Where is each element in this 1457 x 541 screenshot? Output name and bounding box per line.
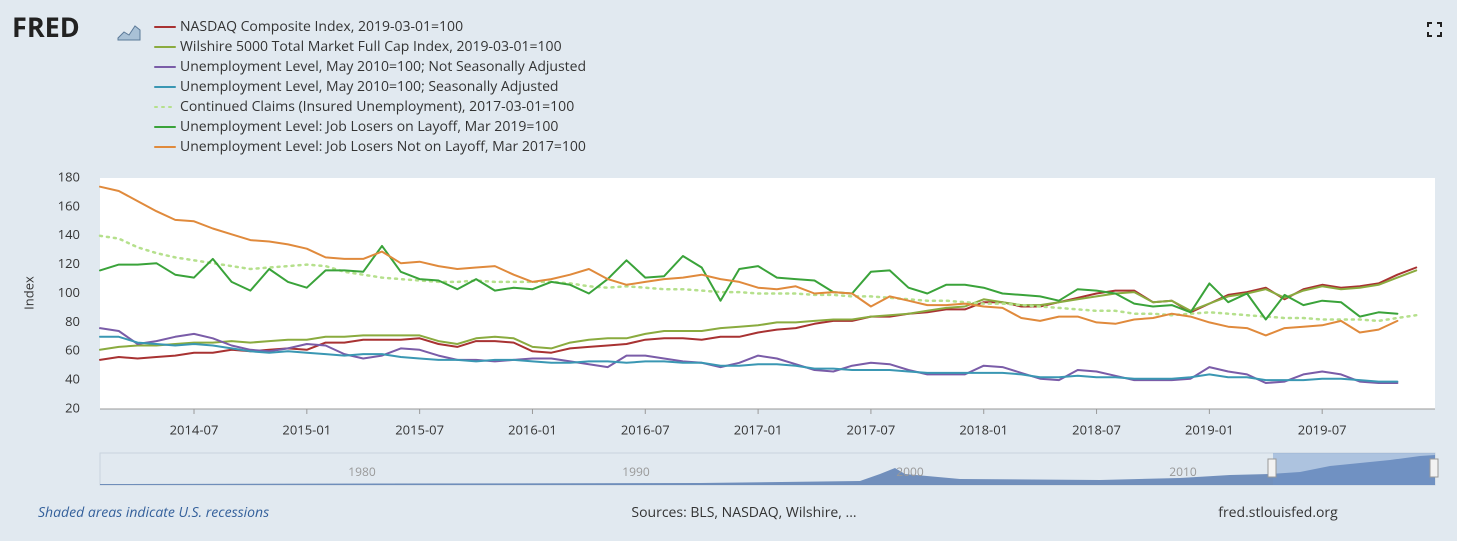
series-line <box>99 335 1399 383</box>
legend-label: Wilshire 5000 Total Market Full Cap Inde… <box>180 37 562 56</box>
x-tick-label: 2017-01 <box>734 420 783 438</box>
x-tick-label: 2018-07 <box>1072 420 1121 438</box>
navigator[interactable] <box>99 452 1439 486</box>
navigator-handle[interactable] <box>1267 458 1277 478</box>
y-tick-label: 80 <box>65 312 80 330</box>
navigator-label: 1980 <box>348 463 376 480</box>
x-tick-label: 2019-07 <box>1298 420 1347 438</box>
legend-item[interactable]: Wilshire 5000 Total Market Full Cap Inde… <box>154 37 562 56</box>
series-line <box>99 185 1399 337</box>
x-tick-label: 2014-07 <box>170 420 219 438</box>
y-tick-label: 140 <box>58 225 80 243</box>
legend-label: NASDAQ Composite Index, 2019-03-01=100 <box>180 17 463 36</box>
series-line <box>98 234 1418 323</box>
legend-item[interactable]: NASDAQ Composite Index, 2019-03-01=100 <box>154 17 463 36</box>
series-line <box>99 327 1399 384</box>
navigator-selection[interactable] <box>1273 453 1435 485</box>
legend-item[interactable]: Unemployment Level: Job Losers on Layoff… <box>154 117 558 136</box>
legend-label: Continued Claims (Insured Unemployment),… <box>180 97 574 116</box>
legend-item[interactable]: Unemployment Level, May 2010=100; Not Se… <box>154 57 586 76</box>
legend-label: Unemployment Level: Job Losers Not on La… <box>180 137 586 156</box>
navigator-label: 2000 <box>896 463 924 480</box>
legend-item[interactable]: Continued Claims (Insured Unemployment),… <box>154 97 574 116</box>
x-tick-label: 2018-01 <box>959 420 1008 438</box>
legend-item[interactable]: Unemployment Level: Job Losers Not on La… <box>154 137 586 156</box>
legend-label: Unemployment Level, May 2010=100; Season… <box>180 77 559 96</box>
y-tick-label: 160 <box>58 196 80 214</box>
y-tick-label: 120 <box>58 254 80 272</box>
sources: Sources: BLS, NASDAQ, Wilshire, ... <box>631 503 856 522</box>
series-line <box>99 269 1418 351</box>
logo: FRED <box>12 8 80 45</box>
navigator-label: 2010 <box>1169 463 1197 480</box>
fullscreen-icon[interactable] <box>1427 22 1442 37</box>
x-tick-label: 2017-07 <box>847 420 896 438</box>
x-tick-label: 2016-01 <box>508 420 557 438</box>
y-tick-label: 20 <box>65 398 80 416</box>
legend-item[interactable]: Unemployment Level, May 2010=100; Season… <box>154 77 559 96</box>
legend-label: Unemployment Level, May 2010=100; Not Se… <box>180 57 586 76</box>
y-axis-label: Index <box>19 276 37 310</box>
recession-note: Shaded areas indicate U.S. recessions <box>38 503 269 522</box>
y-tick-label: 100 <box>58 283 80 301</box>
series-line <box>99 244 1399 321</box>
y-tick-label: 40 <box>65 370 80 388</box>
x-tick-label: 2019-01 <box>1185 420 1234 438</box>
y-tick-label: 60 <box>65 341 80 359</box>
navigator-label: 1990 <box>622 463 650 480</box>
logo-icon <box>117 25 141 41</box>
x-tick-label: 2015-07 <box>395 420 444 438</box>
navigator-area <box>100 455 1435 485</box>
y-tick-label: 180 <box>58 167 80 185</box>
navigator-handle[interactable] <box>1429 458 1439 478</box>
x-tick-label: 2015-01 <box>282 420 331 438</box>
x-tick-label: 2016-07 <box>621 420 670 438</box>
site-url[interactable]: fred.stlouisfed.org <box>1218 503 1338 522</box>
legend-label: Unemployment Level: Job Losers on Layoff… <box>180 117 558 136</box>
